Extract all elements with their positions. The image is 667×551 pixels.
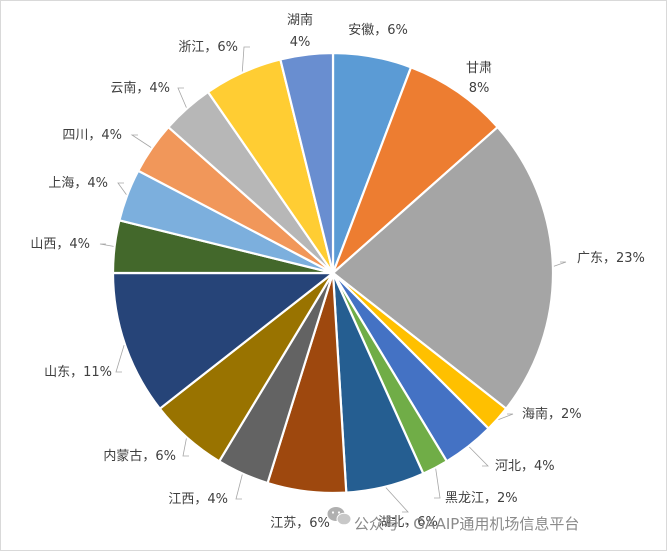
slice-label-1: 安徽，6% xyxy=(348,23,408,38)
leader-line-7 xyxy=(385,487,409,513)
slice-label-3: 广东，23% xyxy=(577,251,645,266)
slice-label-15: 云南，4% xyxy=(110,80,170,96)
slice-label-11: 山东，11% xyxy=(44,365,112,380)
watermark: 公众号 · GAAIP通用机场信息平台 xyxy=(327,507,579,533)
pie-slice-3 xyxy=(331,126,555,410)
slice-label-5: 河北，4% xyxy=(495,459,555,474)
leader-line-6 xyxy=(434,468,441,499)
leader-line-15 xyxy=(177,87,187,108)
slice-label-10: 内蒙古，6% xyxy=(103,448,176,464)
wechat-icon xyxy=(327,507,352,526)
slice-label-14: 四川，4% xyxy=(62,128,122,143)
leader-line-3 xyxy=(553,261,567,267)
pie-slice-17 xyxy=(279,51,335,275)
leader-lines xyxy=(99,46,567,513)
leader-line-16 xyxy=(241,46,250,72)
leader-line-12 xyxy=(99,243,114,247)
data-labels: 安徽，6% 甘肃 8% 广东，23% 海南，2% 河北，4% 黑龙江，2% 湖北，6% 江苏，6… xyxy=(30,12,645,531)
leader-line-13 xyxy=(117,182,127,195)
slice-label-16: 浙江，6% xyxy=(178,40,238,55)
slice-label-4: 海南，2% xyxy=(522,406,582,422)
leader-line-10 xyxy=(182,438,189,457)
slice-label-17: 湖南 4% xyxy=(287,12,313,50)
watermark-text: 公众号 · GAAIP通用机场信息平台 xyxy=(354,515,579,533)
leader-line-5 xyxy=(469,446,489,467)
pie-slices xyxy=(111,51,555,495)
slice-label-13: 上海，4% xyxy=(48,176,108,191)
slice-label-12: 山西，4% xyxy=(30,237,90,252)
slice-label-8: 江苏，6% xyxy=(270,515,330,531)
pie-slice-11 xyxy=(111,271,335,410)
leader-line-11 xyxy=(115,344,125,373)
leader-line-14 xyxy=(130,134,152,148)
slice-label-6: 黑龙江，2% xyxy=(445,491,518,506)
slice-label-2: 甘肃 8% xyxy=(466,61,492,96)
leader-line-4 xyxy=(498,413,514,420)
pie-slice-2 xyxy=(331,66,499,275)
slice-label-9: 江西，4% xyxy=(168,492,228,507)
leader-line-9 xyxy=(235,474,243,500)
slice-label-7: 湖北，6% xyxy=(378,515,438,530)
